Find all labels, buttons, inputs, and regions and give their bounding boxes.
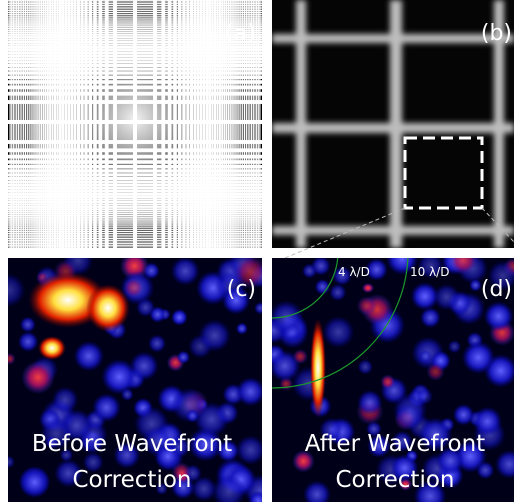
center-glow — [8, 0, 262, 248]
speckle-blob — [433, 284, 460, 311]
speckle-blob — [130, 352, 159, 381]
hotspot — [362, 283, 374, 293]
figure: (a) (b) (c) (d) Before Wavefront Correct… — [0, 0, 514, 502]
caption: Before Wavefront — [32, 431, 232, 457]
hotspot — [310, 318, 326, 418]
speckle-blob — [18, 331, 39, 352]
panel-label: (d) — [481, 277, 512, 302]
panel-label: (a) — [225, 21, 256, 46]
annotation: 10 λ/D — [410, 265, 449, 279]
speckle-blob — [254, 302, 266, 314]
speckle-blob — [198, 319, 231, 352]
speckle-blob — [4, 353, 16, 365]
speckle-blob — [2, 455, 15, 468]
speckle-blob — [293, 349, 308, 364]
panel-label: (b) — [481, 21, 512, 46]
speckle-blob — [148, 335, 166, 353]
speckle-blob — [236, 435, 266, 465]
speckle-blob — [357, 390, 382, 415]
page: (a) (b) (c) (d) Before Wavefront Correct… — [0, 0, 514, 502]
speckle-blob — [358, 359, 374, 375]
speckle-blob — [395, 402, 424, 431]
panel-a — [8, 0, 262, 248]
speckle-blob — [484, 301, 514, 331]
speckle-blob — [426, 362, 445, 381]
caption: Correction — [73, 467, 192, 493]
speckle-blob — [329, 284, 346, 301]
speckle-blob — [177, 351, 190, 364]
speckle-blob — [52, 386, 79, 413]
caption: Correction — [336, 467, 455, 493]
speckle-blob — [311, 256, 331, 276]
speckle-blob — [149, 306, 166, 323]
speckle-blob — [171, 257, 200, 286]
speckle-blob — [121, 388, 134, 401]
speckle-blob — [462, 341, 495, 374]
hotspot — [86, 284, 130, 332]
speckle-blob — [19, 467, 50, 498]
annotation: 4 λ/D — [338, 265, 370, 279]
speckle-blob — [74, 341, 104, 371]
speckle-blob — [380, 374, 395, 389]
speckle-blob — [186, 409, 200, 423]
caption: After Wavefront — [305, 431, 485, 457]
speckle-blob — [21, 361, 54, 394]
speckle-blob — [448, 340, 461, 353]
speckle-blob — [92, 393, 121, 422]
speckle-blob — [20, 316, 36, 332]
speckle-blob — [357, 296, 376, 315]
speckle-blob — [171, 309, 188, 326]
speckle-blob — [322, 316, 354, 348]
speckle-blob — [453, 404, 475, 426]
speckle-blob — [418, 349, 432, 363]
speckle-blob — [420, 307, 441, 328]
speckle-blob — [236, 323, 248, 335]
panel-label: (c) — [227, 277, 256, 302]
hotspot — [38, 336, 66, 360]
speckle-blob — [236, 377, 265, 406]
speckle-blob — [449, 246, 478, 275]
panel-b — [272, 0, 514, 248]
